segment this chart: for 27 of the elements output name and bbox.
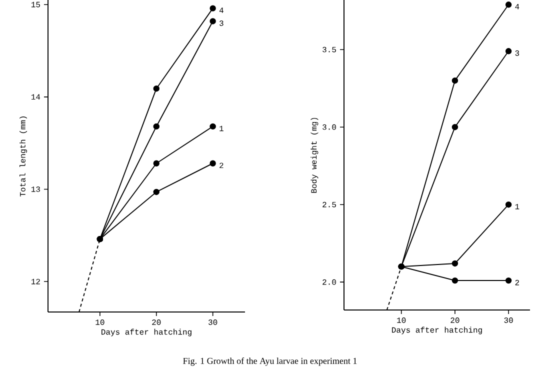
series-label: 1 [515,204,520,210]
x-axis-title: Days after hatching [392,326,482,334]
series-label: 3 [515,50,520,56]
y-tick-label: 13 [31,186,40,192]
series-label: 4 [219,8,224,13]
y-tick-label: 14 [31,94,40,100]
series-label: 2 [515,280,519,286]
series-label: 4 [515,4,520,10]
y-tick-label: 3.0 [322,124,336,130]
y-tick-label: 2.0 [322,279,336,285]
y-tick-label: 3.5 [322,46,336,52]
x-tick-label: 20 [152,320,161,325]
x-tick-label: 30 [504,318,513,323]
series-label: 3 [220,20,224,26]
x-tick-label: 10 [96,320,104,325]
y-axis-title: Body weight (mg) [310,118,318,193]
x-tick-label: 20 [450,318,460,323]
y-tick-label: 12 [31,278,40,284]
x-tick-label: 30 [208,320,218,325]
y-axis-title: Total length (mm) [20,116,28,196]
y-tick-label: 2.5 [322,202,336,208]
caption: Fig. 1 Growth of the Ayu larvae in experiment 1 [183,358,357,366]
x-tick-label: 10 [397,318,406,323]
series-label: 2 [220,162,224,168]
y-tick-label: 15 [31,2,40,8]
x-axis-title: Days after hatching [102,328,192,336]
series-label: 1 [220,126,224,132]
